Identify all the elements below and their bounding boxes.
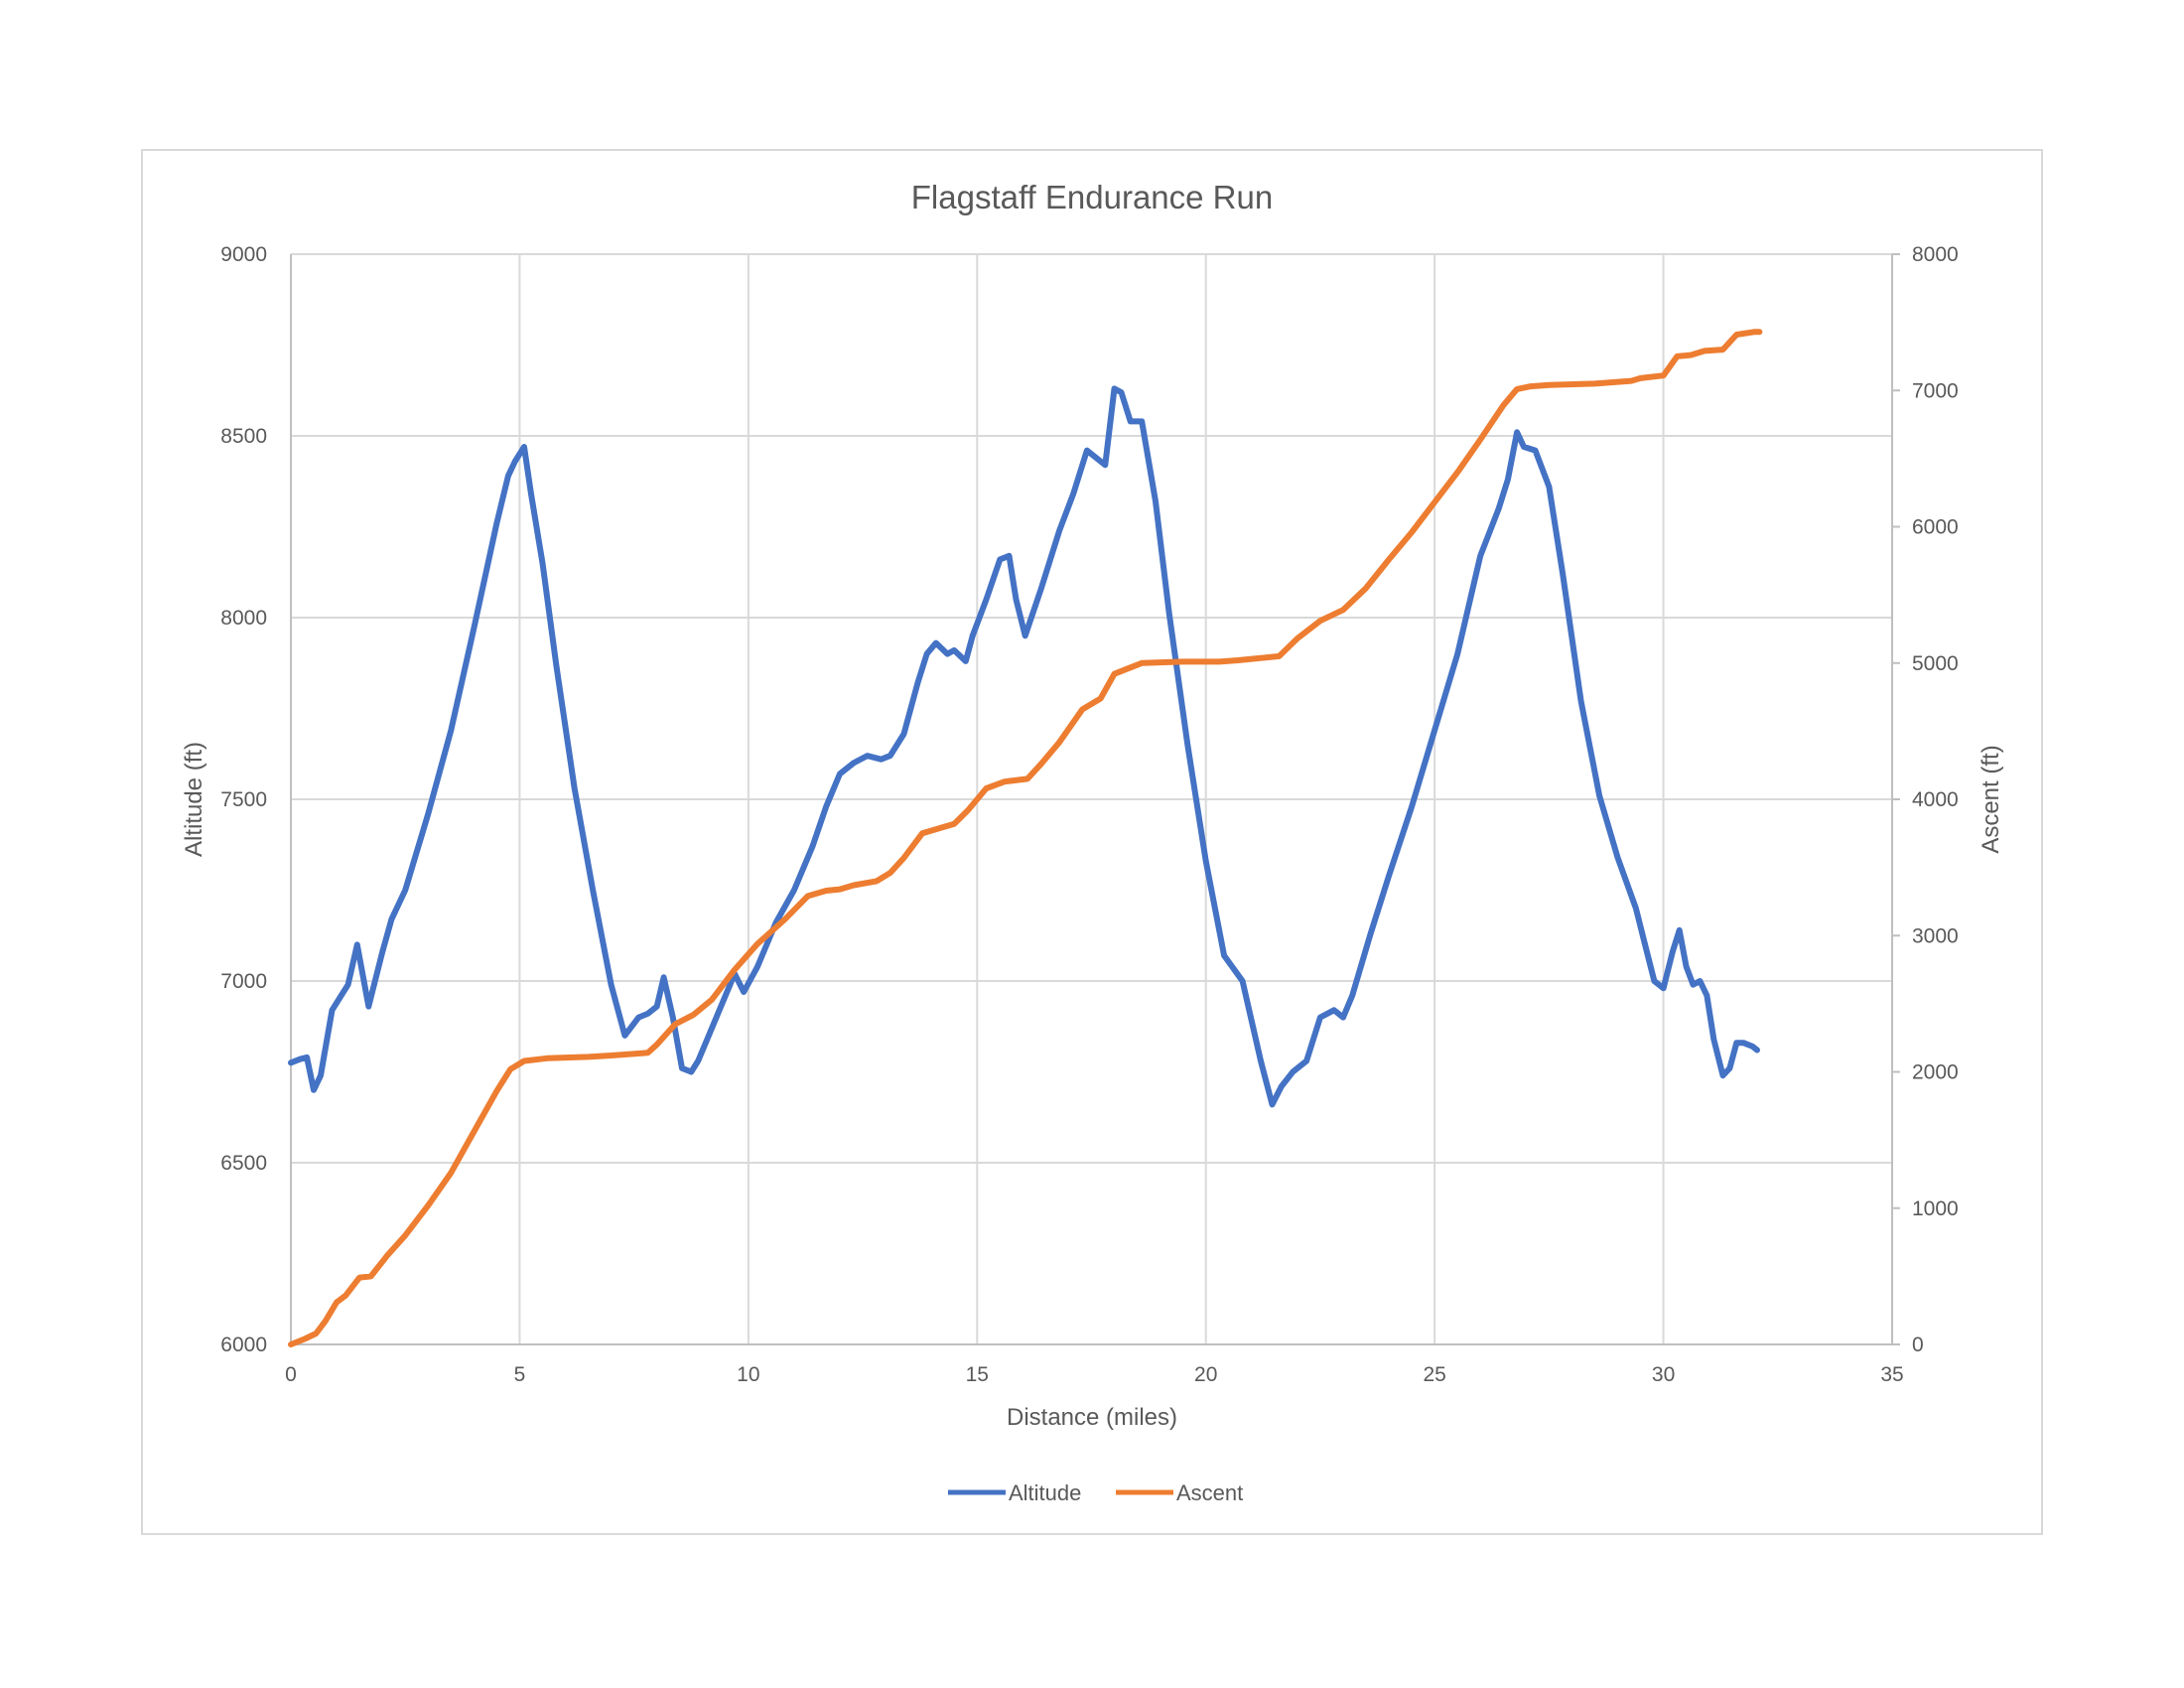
y2-tick-label: 2000: [1912, 1061, 1959, 1084]
y2-tick-label: 4000: [1912, 788, 1959, 811]
y-tick-label: 6000: [220, 1334, 267, 1356]
series-ascent: [288, 329, 1763, 1347]
x-tick-label: 30: [1652, 1363, 1675, 1386]
x-tick-label: 10: [737, 1363, 759, 1386]
x-tick-label: 20: [1194, 1363, 1217, 1386]
y-axis-ticks: 6000 6500 7000 7500 8000 8500 9000: [220, 243, 267, 1356]
y2-tick-label: 3000: [1912, 924, 1959, 947]
chart-area: [141, 149, 2043, 1535]
x-tick-label: 5: [514, 1363, 526, 1386]
legend-label-altitude: Altitude: [1009, 1480, 1081, 1505]
series-altitude: [288, 385, 1760, 1108]
y-tick-label: 7500: [220, 788, 267, 811]
x-axis-title: Distance (miles): [1007, 1404, 1177, 1431]
line-altitude: [288, 385, 1760, 1108]
y2-tick-label: 0: [1912, 1334, 1924, 1356]
line-ascent: [288, 329, 1763, 1347]
y2-axis-title: Ascent (ft): [1978, 745, 2004, 853]
y2-tick-label: 5000: [1912, 652, 1959, 675]
y-tick-label: 8500: [220, 425, 267, 448]
legend: Altitude Ascent: [948, 1480, 1243, 1505]
x-tick-label: 0: [285, 1363, 297, 1386]
y-tick-label: 8000: [220, 607, 267, 630]
y2-tick-label: 8000: [1912, 243, 1959, 266]
y2-tick-label: 1000: [1912, 1197, 1959, 1220]
y-tick-label: 7000: [220, 970, 267, 993]
x-tick-label: 35: [1880, 1363, 1903, 1386]
legend-label-ascent: Ascent: [1176, 1480, 1243, 1505]
y2-tick-label: 7000: [1912, 379, 1959, 402]
x-tick-label: 25: [1423, 1363, 1445, 1386]
y2-tick-label: 6000: [1912, 516, 1959, 539]
series-lines: [288, 329, 1763, 1347]
y-tick-label: 9000: [220, 243, 267, 266]
x-axis-ticks: 0 5 10 15 20 25 30 35: [285, 1363, 1904, 1386]
gridlines: [290, 253, 1893, 1345]
chart-title: Flagstaff Endurance Run: [911, 179, 1273, 215]
x-tick-label: 15: [966, 1363, 989, 1386]
y2-axis-ticks: 0 1000 2000 3000 4000 5000 6000 7000 8000: [1892, 243, 1959, 1356]
y-tick-label: 6500: [220, 1152, 267, 1175]
y-axis-title: Altitude (ft): [181, 742, 207, 857]
